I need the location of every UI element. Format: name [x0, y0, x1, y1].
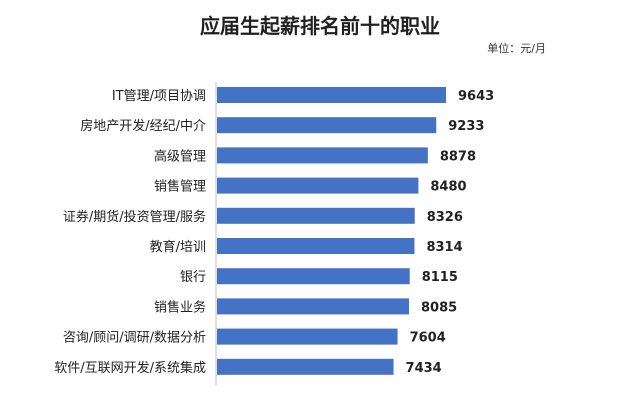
bar — [217, 358, 394, 375]
data-label: 8326 — [427, 210, 463, 225]
bar — [217, 328, 398, 345]
category-label: 咨询/顾问/调研/数据分析 — [63, 331, 206, 346]
category-label: 银行 — [180, 270, 206, 285]
chart-title: 应届生起薪排名前十的职业 — [200, 14, 440, 38]
category-label: 销售业务 — [154, 299, 206, 315]
data-label: 9233 — [448, 119, 484, 134]
category-label: 证券/期货/投资管理/服务 — [63, 209, 206, 225]
data-label: 7604 — [410, 331, 446, 346]
bar — [217, 87, 446, 103]
bar — [217, 207, 415, 224]
category-label: 软件/互联网开发/系统集成 — [54, 360, 206, 376]
data-label: 9643 — [458, 89, 494, 104]
category-label: 销售管理 — [154, 179, 206, 195]
data-label: 8314 — [426, 240, 462, 255]
category-label: 房地产开发/经纪/中介 — [80, 118, 206, 134]
data-label: 8878 — [440, 149, 476, 164]
data-label: 8085 — [421, 300, 457, 315]
data-label: 8480 — [430, 180, 466, 195]
bar — [217, 177, 419, 194]
bar — [217, 117, 437, 134]
bar — [217, 147, 428, 164]
bar — [217, 268, 410, 285]
category-label: IT管理/项目协调 — [112, 89, 206, 104]
bar — [217, 238, 415, 254]
category-label: 高级管理 — [154, 148, 206, 164]
data-label: 8115 — [422, 270, 458, 285]
data-label: 7434 — [406, 361, 442, 376]
unit-label: 单位：元/月 — [487, 42, 546, 55]
category-label: 教育/培训 — [150, 239, 206, 255]
bar — [217, 298, 410, 315]
